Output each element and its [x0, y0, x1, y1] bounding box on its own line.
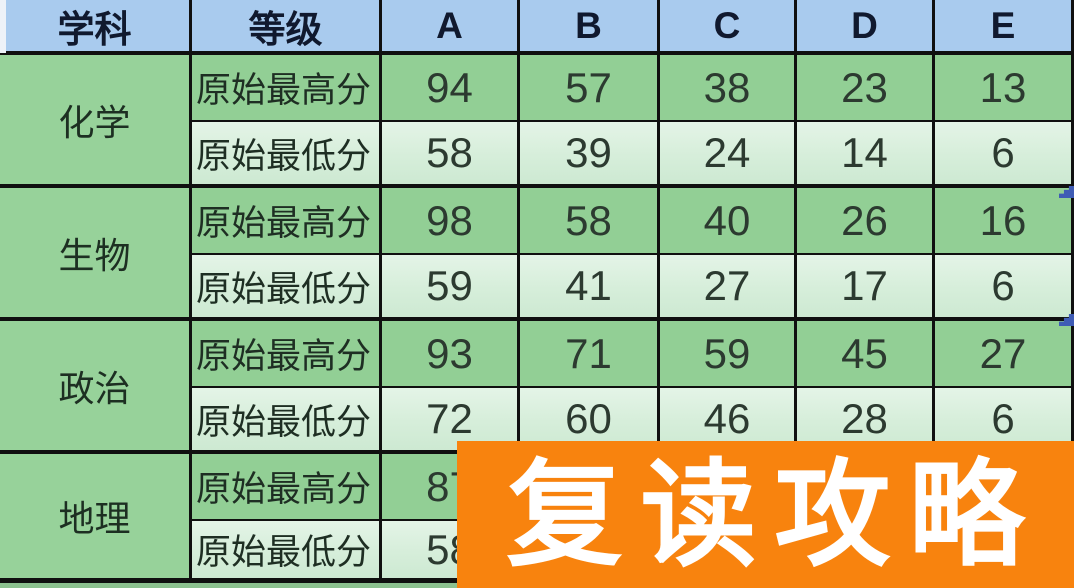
score-cell: 26 — [797, 188, 935, 255]
score-cell: 71 — [520, 321, 660, 388]
score-cell: 17 — [797, 255, 935, 321]
crop-edge-artifact — [0, 0, 6, 53]
score-cell: 13 — [935, 55, 1074, 122]
row-label-cell: 原始最高分 — [192, 55, 382, 122]
subject-cell-politics: 政治 — [0, 321, 192, 454]
score-cell: 45 — [797, 321, 935, 388]
score-cell: 27 — [935, 321, 1074, 388]
row-label-cell: 原始最高分 — [192, 188, 382, 255]
header-cell-level-a: A — [382, 0, 520, 55]
subject-cell-chemistry: 化学 — [0, 55, 192, 188]
row-label-cell: 原始最低分 — [192, 388, 382, 454]
header-cell-level-e: E — [935, 0, 1074, 55]
score-cell: 58 — [382, 122, 520, 188]
header-cell-subject: 学科 — [0, 0, 192, 55]
row-label-cell: 原始最高分 — [192, 454, 382, 521]
score-cell: 23 — [797, 55, 935, 122]
score-cell: 40 — [660, 188, 797, 255]
score-cell: 38 — [660, 55, 797, 122]
row-label-cell: 原始最低分 — [192, 122, 382, 188]
score-cell: 98 — [382, 188, 520, 255]
header-cell-grade: 等级 — [192, 0, 382, 55]
score-cell: 16 — [935, 188, 1074, 255]
score-cell: 39 — [520, 122, 660, 188]
row-label-cell: 原始最低分 — [192, 521, 382, 578]
score-cell: 93 — [382, 321, 520, 388]
score-cell: 41 — [520, 255, 660, 321]
overlay-banner: 复读攻略 — [457, 441, 1074, 588]
score-cell: 6 — [935, 122, 1074, 188]
header-cell-level-c: C — [660, 0, 797, 55]
score-cell: 94 — [382, 55, 520, 122]
score-cell: 24 — [660, 122, 797, 188]
subject-cell-biology: 生物 — [0, 188, 192, 321]
header-cell-level-b: B — [520, 0, 660, 55]
score-cell: 27 — [660, 255, 797, 321]
score-cell: 59 — [660, 321, 797, 388]
row-label-cell: 原始最高分 — [192, 321, 382, 388]
banner-title: 复读攻略 — [506, 449, 1043, 580]
score-cell: 6 — [935, 255, 1074, 321]
subject-cell-geography: 地理 — [0, 454, 192, 578]
score-cell: 59 — [382, 255, 520, 321]
score-cell: 58 — [520, 188, 660, 255]
score-cell: 57 — [520, 55, 660, 122]
score-cell: 14 — [797, 122, 935, 188]
row-label-cell: 原始最低分 — [192, 255, 382, 321]
header-cell-level-d: D — [797, 0, 935, 55]
